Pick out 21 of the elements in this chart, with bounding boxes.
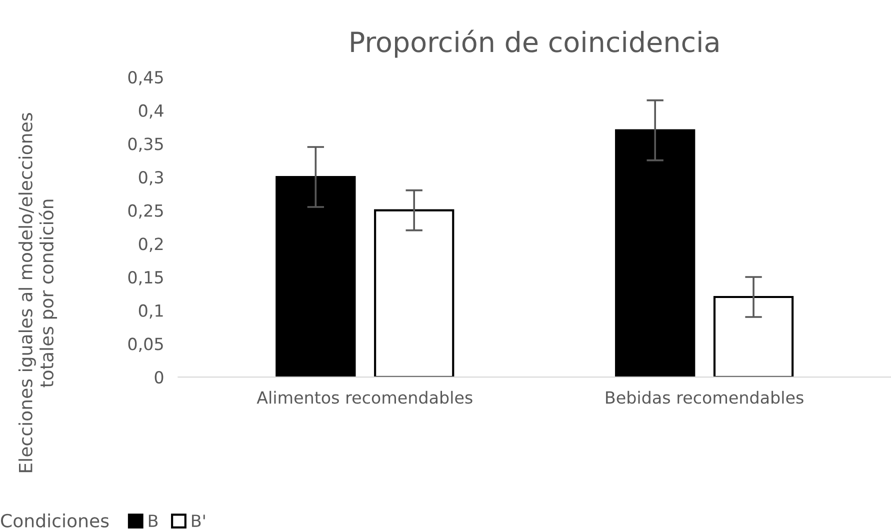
y-tick-label: 0,35 — [128, 138, 163, 152]
bar — [713, 296, 794, 378]
y-tick-label: 0,05 — [128, 338, 163, 352]
y-tick-label: 0,25 — [128, 204, 163, 219]
y-tick-label: 0,3 — [138, 170, 163, 186]
bar — [374, 209, 454, 378]
bar — [615, 129, 696, 378]
legend-label: B' — [192, 514, 205, 527]
x-tick-label: Bebidas recomendables — [606, 390, 804, 404]
y-axis-title: Elecciones iguales al modelo/elecciones totales por condición — [18, 113, 58, 472]
legend-label: B — [148, 514, 158, 527]
legend-title: Condiciones — [1, 514, 109, 528]
y-tick-label: 0,4 — [138, 104, 164, 119]
y-tick-label: 0,1 — [138, 304, 163, 319]
y-tick-label: 0,2 — [138, 238, 163, 252]
y-tick-label: 0,15 — [128, 270, 163, 286]
x-tick-label: Alimentos recomendables — [256, 390, 472, 404]
chart-title: Proporción de coincidencia — [351, 30, 718, 58]
bar — [276, 176, 356, 378]
y-tick-label: 0,45 — [128, 70, 163, 86]
y-tick-label: 0 — [154, 370, 164, 384]
